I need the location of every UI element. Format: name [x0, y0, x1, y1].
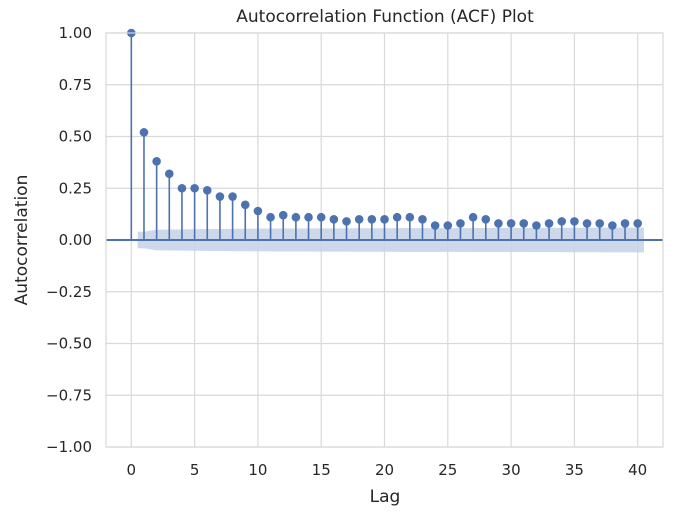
x-axis-label: Lag	[370, 487, 401, 507]
acf-point	[380, 215, 389, 224]
acf-point	[468, 212, 478, 222]
acf-point	[240, 200, 250, 210]
acf-point	[164, 169, 174, 179]
acf-point	[278, 210, 288, 220]
x-tick-label: 0	[127, 461, 137, 479]
acf-point	[266, 212, 275, 222]
acf-point	[291, 212, 301, 222]
acf-point	[519, 219, 529, 228]
x-tick-label: 20	[375, 461, 394, 479]
acf-point	[608, 221, 617, 230]
stems	[127, 28, 642, 240]
acf-point	[202, 186, 212, 195]
acf-point	[152, 157, 161, 166]
y-tick-label: −0.25	[46, 283, 92, 301]
chart-title: Autocorrelation Function (ACF) Plot	[236, 7, 534, 27]
y-tick-label: −1.00	[46, 438, 92, 456]
acf-point	[456, 219, 465, 228]
acf-point	[595, 219, 605, 228]
acf-point	[430, 221, 440, 230]
y-tick-label: −0.50	[46, 335, 92, 353]
acf-point	[494, 219, 503, 228]
x-tick-label: 40	[628, 461, 647, 479]
x-tick-label: 25	[438, 461, 457, 479]
acf-point	[367, 215, 377, 224]
acf-point	[481, 215, 491, 224]
y-tick-label: 0.00	[59, 231, 92, 249]
acf-point	[443, 221, 453, 230]
acf-point	[190, 183, 199, 193]
acf-point	[544, 219, 554, 228]
acf-point	[392, 212, 402, 222]
acf-point	[620, 219, 630, 228]
x-tick-label: 30	[502, 461, 521, 479]
acf-point	[342, 217, 351, 226]
acf-point	[418, 215, 427, 224]
axes: −1.00 −0.75 −0.50 −0.25 0.00 0.25 0.50 0.75 1.00…	[46, 24, 664, 479]
acf-point	[228, 192, 237, 201]
acf-point	[557, 217, 567, 226]
x-tick-label: 10	[248, 461, 267, 479]
plot-frame	[105, 32, 664, 448]
acf-point	[633, 219, 642, 228]
x-tick-label: 5	[190, 461, 200, 479]
y-axis-label: Autocorrelation	[12, 175, 32, 306]
acf-point	[253, 206, 263, 216]
acf-point	[532, 221, 541, 230]
acf-point	[177, 183, 187, 193]
acf-point	[506, 219, 516, 228]
acf-point	[354, 215, 364, 224]
y-tick-label: −0.75	[46, 386, 92, 404]
x-tick-label: 15	[312, 461, 331, 479]
acf-point	[329, 215, 339, 224]
acf-point	[316, 212, 326, 222]
y-tick-label: 0.75	[59, 76, 92, 94]
acf-point	[405, 212, 415, 222]
y-tick-label: 1.00	[59, 24, 92, 42]
acf-point	[570, 217, 579, 226]
acf-point	[304, 212, 313, 222]
y-tick-label: 0.25	[59, 179, 92, 197]
y-tick-label: 0.50	[59, 128, 92, 146]
acf-point	[139, 128, 149, 137]
x-tick-label: 35	[565, 461, 584, 479]
acf-point	[215, 192, 225, 201]
acf-point	[582, 219, 592, 228]
